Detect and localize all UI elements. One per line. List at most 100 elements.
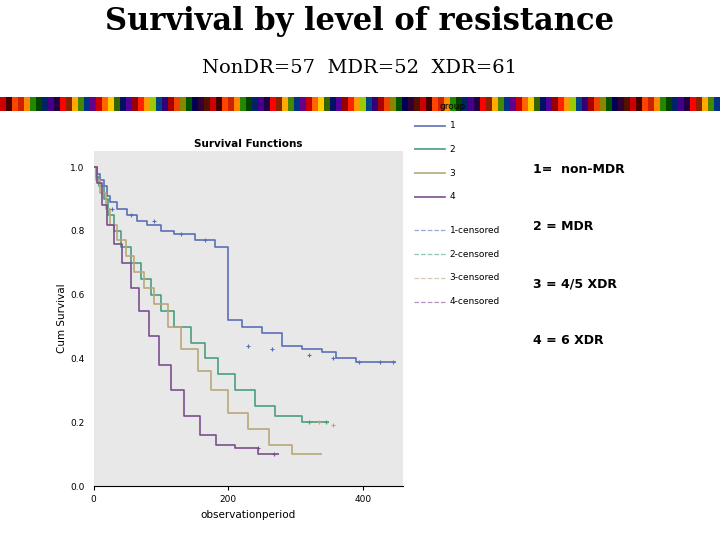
Bar — [474, 97, 480, 111]
Bar — [36, 97, 42, 111]
Bar — [210, 97, 216, 111]
Bar — [24, 97, 30, 111]
Bar — [312, 97, 318, 111]
Bar — [186, 97, 192, 111]
Text: 1=  non-MDR: 1= non-MDR — [533, 163, 624, 176]
Bar — [126, 97, 132, 111]
Bar — [486, 97, 492, 111]
Bar — [504, 97, 510, 111]
Bar — [366, 97, 372, 111]
Text: 2 = MDR: 2 = MDR — [533, 220, 593, 233]
Bar — [54, 97, 60, 111]
Bar — [396, 97, 402, 111]
Bar — [78, 97, 84, 111]
Bar — [60, 97, 66, 111]
Bar — [384, 97, 390, 111]
Bar — [714, 97, 720, 111]
Bar — [324, 97, 330, 111]
Text: 4: 4 — [450, 192, 455, 201]
Bar — [558, 97, 564, 111]
Bar — [198, 97, 204, 111]
Bar — [444, 97, 450, 111]
Bar — [6, 97, 12, 111]
Bar — [300, 97, 306, 111]
Bar — [66, 97, 72, 111]
Bar — [390, 97, 396, 111]
Bar — [408, 97, 414, 111]
Bar — [258, 97, 264, 111]
Bar — [234, 97, 240, 111]
Bar — [456, 97, 462, 111]
Bar — [492, 97, 498, 111]
Bar — [564, 97, 570, 111]
Bar — [96, 97, 102, 111]
Bar — [282, 97, 288, 111]
Bar — [588, 97, 594, 111]
Bar — [372, 97, 378, 111]
Bar — [132, 97, 138, 111]
Bar — [510, 97, 516, 111]
Text: 3: 3 — [450, 168, 456, 178]
Bar — [636, 97, 642, 111]
Bar — [90, 97, 96, 111]
Bar — [624, 97, 630, 111]
Bar — [252, 97, 258, 111]
Bar — [426, 97, 432, 111]
Bar — [174, 97, 180, 111]
Y-axis label: Cum Survival: Cum Survival — [58, 284, 68, 353]
Bar — [246, 97, 252, 111]
Text: group: group — [440, 102, 466, 111]
X-axis label: observationperiod: observationperiod — [201, 510, 296, 519]
Bar — [678, 97, 684, 111]
Bar — [192, 97, 198, 111]
Bar — [354, 97, 360, 111]
Bar — [144, 97, 150, 111]
Bar — [672, 97, 678, 111]
Bar — [462, 97, 468, 111]
Bar — [240, 97, 246, 111]
Bar — [414, 97, 420, 111]
Bar — [402, 97, 408, 111]
Bar — [114, 97, 120, 111]
Bar — [480, 97, 486, 111]
Text: 3 = 4/5 XDR: 3 = 4/5 XDR — [533, 277, 617, 290]
Bar — [216, 97, 222, 111]
Bar — [654, 97, 660, 111]
Bar — [306, 97, 312, 111]
Bar — [12, 97, 18, 111]
Bar — [438, 97, 444, 111]
Bar — [690, 97, 696, 111]
Bar — [630, 97, 636, 111]
Bar — [18, 97, 24, 111]
Text: 4 = 6 XDR: 4 = 6 XDR — [533, 334, 603, 347]
Bar — [606, 97, 612, 111]
Bar — [264, 97, 270, 111]
Bar — [168, 97, 174, 111]
Bar — [594, 97, 600, 111]
Bar — [222, 97, 228, 111]
Text: 3-censored: 3-censored — [450, 273, 500, 282]
Bar — [666, 97, 672, 111]
Bar — [204, 97, 210, 111]
Bar — [342, 97, 348, 111]
Bar — [336, 97, 342, 111]
Bar — [180, 97, 186, 111]
Bar — [660, 97, 666, 111]
Bar — [48, 97, 54, 111]
Bar — [516, 97, 522, 111]
Bar — [30, 97, 36, 111]
Bar — [72, 97, 78, 111]
Bar — [582, 97, 588, 111]
Bar — [612, 97, 618, 111]
Text: 2-censored: 2-censored — [450, 249, 500, 259]
Bar — [150, 97, 156, 111]
Title: Survival Functions: Survival Functions — [194, 139, 302, 149]
Bar — [534, 97, 540, 111]
Bar — [540, 97, 546, 111]
Bar — [156, 97, 162, 111]
Text: Survival by level of resistance: Survival by level of resistance — [105, 6, 615, 37]
Bar — [570, 97, 576, 111]
Bar — [552, 97, 558, 111]
Text: 1: 1 — [450, 121, 456, 130]
Bar — [618, 97, 624, 111]
